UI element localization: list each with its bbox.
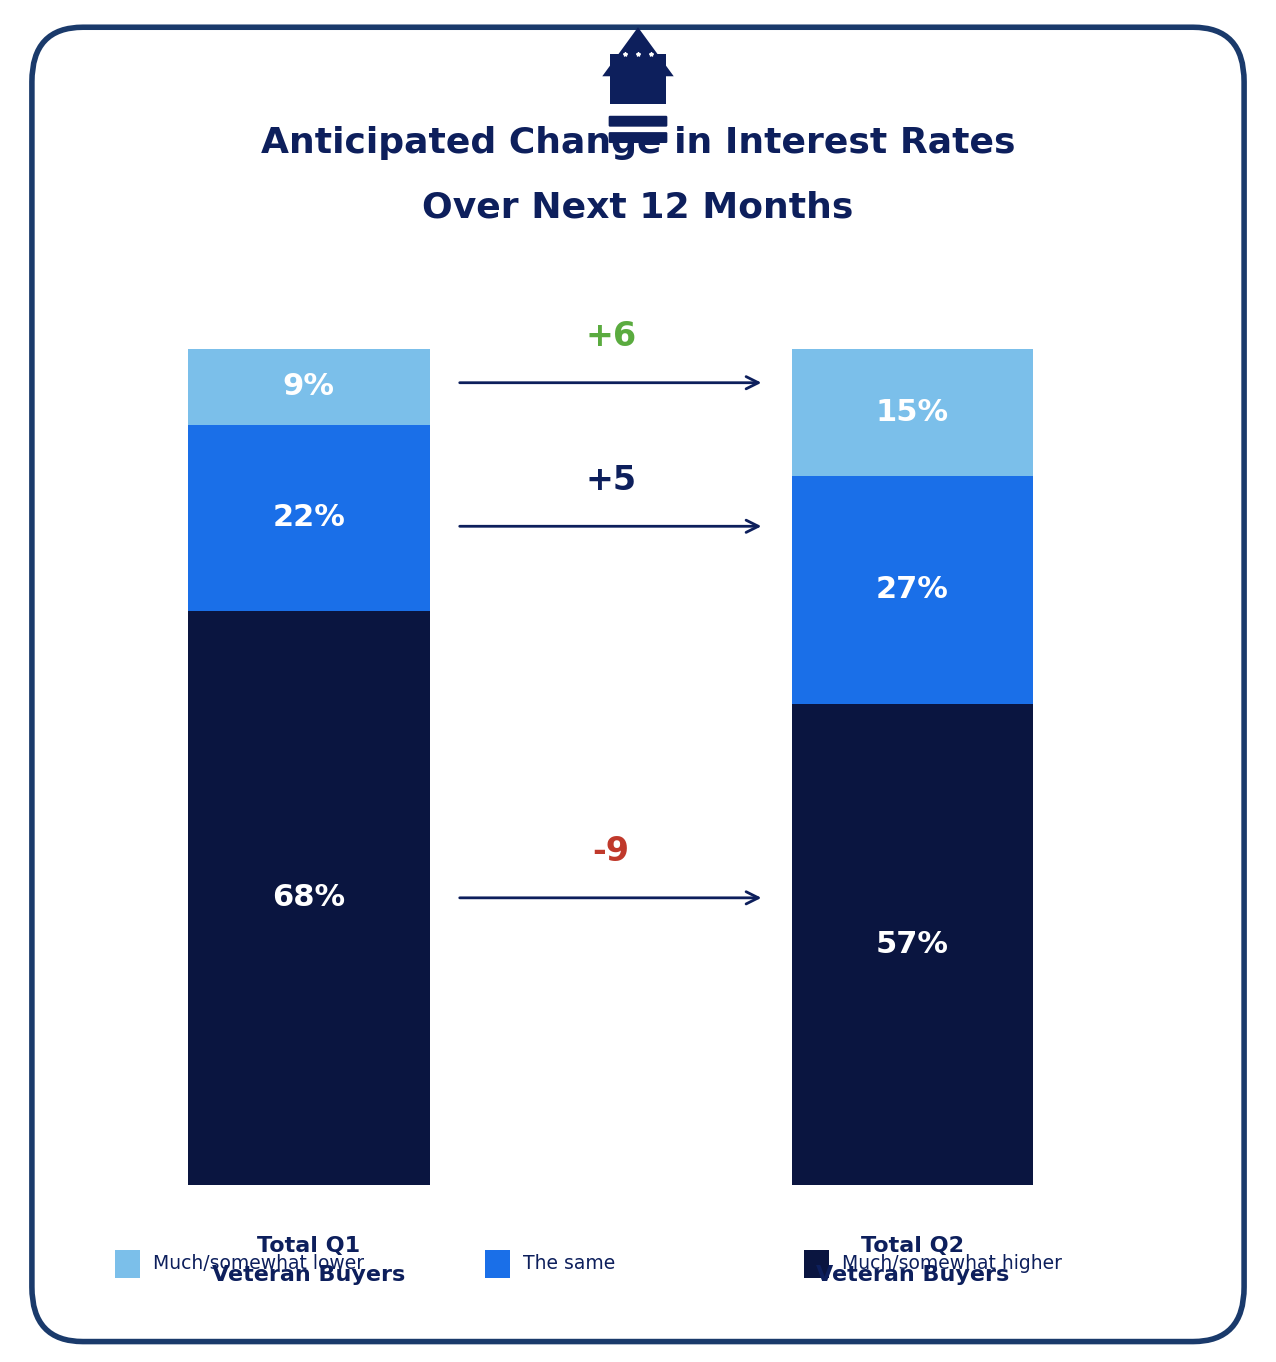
FancyBboxPatch shape [609,132,667,143]
Bar [791,475,1034,704]
Text: 27%: 27% [875,575,949,605]
Text: 68%: 68% [272,884,346,913]
Bar [791,704,1034,1185]
Bar [610,54,666,104]
Text: 57%: 57% [875,930,949,959]
Bar [188,610,430,1185]
Text: Much/somewhat lower: Much/somewhat lower [153,1254,364,1273]
Text: Over Next 12 Months: Over Next 12 Months [422,191,854,223]
Text: The same: The same [523,1254,615,1273]
Text: +6: +6 [584,320,637,353]
Text: -9: -9 [592,835,629,869]
Bar [188,349,430,425]
Text: 15%: 15% [875,398,949,426]
Text: 22%: 22% [272,504,346,533]
Bar [804,1250,829,1278]
Bar [485,1250,510,1278]
Text: +5: +5 [584,463,637,497]
Text: 9%: 9% [283,372,334,402]
FancyBboxPatch shape [32,27,1244,1342]
Bar [791,349,1034,475]
Polygon shape [602,27,674,76]
Text: Much/somewhat higher: Much/somewhat higher [842,1254,1062,1273]
Text: Anticipated Change in Interest Rates: Anticipated Change in Interest Rates [260,127,1016,159]
Text: Total Q1
Veteran Buyers: Total Q1 Veteran Buyers [212,1235,406,1286]
Bar [188,425,430,610]
Bar [115,1250,140,1278]
FancyBboxPatch shape [609,116,667,127]
Text: Total Q2
Veteran Buyers: Total Q2 Veteran Buyers [815,1235,1009,1286]
